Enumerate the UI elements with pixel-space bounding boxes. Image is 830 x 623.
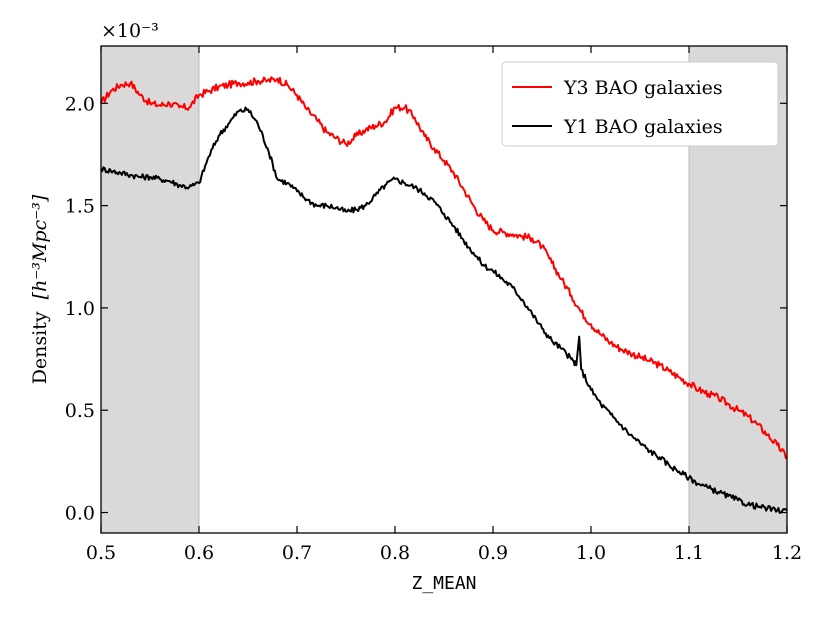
y-axis-label-text: Density xyxy=(29,311,51,384)
y-tick-label: 1.0 xyxy=(65,298,95,320)
legend: Y3 BAO galaxies Y1 BAO galaxies xyxy=(501,61,779,147)
x-tick-label: 0.6 xyxy=(184,542,214,564)
series-line-2 xyxy=(100,106,788,514)
series-lines xyxy=(100,76,788,514)
legend-label-1: Y3 BAO galaxies xyxy=(563,77,723,99)
y-tick-label: 2.0 xyxy=(65,93,95,115)
legend-box xyxy=(501,61,779,147)
x-tick-label: 0.5 xyxy=(86,542,116,564)
x-tick-label: 1.2 xyxy=(772,542,802,564)
x-tick-label: 1.0 xyxy=(576,542,606,564)
x-tick-label: 1.1 xyxy=(674,542,704,564)
y-tick-label: 1.5 xyxy=(65,196,95,218)
axis-ticks: 0.5 0.6 0.7 0.8 0.9 1.0 1.1 1.2 0.0 0.5 1.0 1.5 2.0 xyxy=(65,46,802,564)
shaded-region-1 xyxy=(101,46,199,533)
x-axis-label: Z_MEAN xyxy=(411,573,476,594)
x-tick-label: 0.8 xyxy=(380,542,410,564)
y-axis-label: Density [h⁻³Mpc⁻³] xyxy=(29,194,51,384)
y-tick-label: 0.5 xyxy=(65,400,95,422)
series-line-1 xyxy=(100,76,788,460)
x-tick-label: 0.7 xyxy=(282,542,312,564)
y-axis-label-units: [h⁻³Mpc⁻³] xyxy=(29,194,51,299)
y-offset-label: ×10⁻³ xyxy=(101,20,159,42)
x-tick-label: 0.9 xyxy=(478,542,508,564)
legend-label-2: Y1 BAO galaxies xyxy=(563,116,723,138)
plot-frame xyxy=(100,45,788,534)
y-tick-label: 0.0 xyxy=(65,503,95,525)
